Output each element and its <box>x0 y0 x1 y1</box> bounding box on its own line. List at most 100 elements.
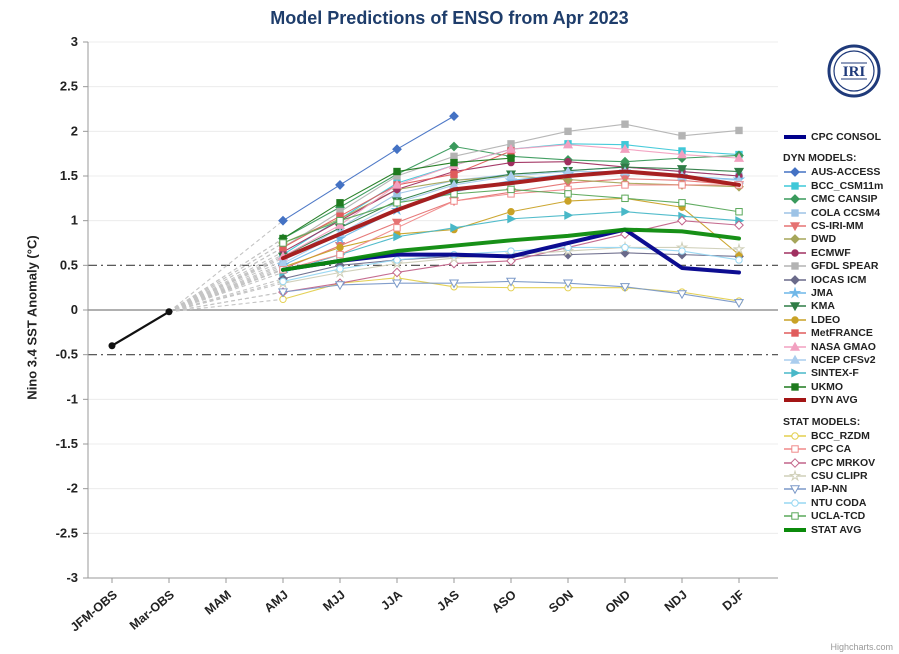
legend-item-sintex-f[interactable]: SINTEX-F <box>783 367 895 380</box>
legend-swatch-ncep-cfsv2 <box>784 354 806 364</box>
highcharts-credit[interactable]: Highcharts.com <box>830 642 893 652</box>
iri-logo-text: IRI <box>843 64 866 80</box>
legend-label: IAP-NN <box>811 483 848 496</box>
fan-line <box>168 242 284 313</box>
legend-item-nasa-gmao[interactable]: NASA GMAO <box>783 340 895 353</box>
legend-item-ucla-tcd[interactable]: UCLA-TCD <box>783 510 895 523</box>
y-tick-label: -0.5 <box>56 347 78 362</box>
legend-label: SINTEX-F <box>811 367 859 380</box>
legend-swatch-ukmo <box>784 383 806 391</box>
legend-swatch-jma <box>784 286 806 299</box>
x-tick-label: ASO <box>489 587 519 615</box>
fan-line <box>168 238 284 313</box>
legend-item-stat-avg[interactable]: STAT AVG <box>783 523 895 536</box>
legend-item-ldeo[interactable]: LDEO <box>783 313 895 326</box>
y-tick-label: -3 <box>66 570 78 585</box>
series-observations <box>108 308 173 350</box>
legend-swatch-cola-ccsm4 <box>784 208 806 217</box>
legend-swatch-gfdl-spear <box>784 262 806 270</box>
legend-label: COLA CCSM4 <box>811 206 881 219</box>
x-tick-label: JAS <box>434 588 462 614</box>
legend-item-ntu-coda[interactable]: NTU CODA <box>783 496 895 509</box>
legend-label: KMA <box>811 300 835 313</box>
series-cpc-mrkov <box>278 215 744 298</box>
legend-label: BCC_RZDM <box>811 429 870 442</box>
legend-item-cpc-mrkov[interactable]: CPC MRKOV <box>783 456 895 469</box>
legend-item-cpc-ca[interactable]: CPC CA <box>783 443 895 456</box>
legend-label: GFDL SPEAR <box>811 260 879 273</box>
legend-item-csu-clipr[interactable]: CSU CLIPR <box>783 469 895 482</box>
legend-item-cmc-cansip[interactable]: CMC CANSIP <box>783 193 895 206</box>
x-tick-label: JJA <box>378 588 405 613</box>
fan-line <box>168 269 284 313</box>
series-iap-nn <box>277 277 745 309</box>
legend-label: JMA <box>811 286 834 299</box>
legend-item-jma[interactable]: JMA <box>783 286 895 299</box>
series-aus-access <box>278 111 459 226</box>
legend-label: STAT AVG <box>811 523 862 536</box>
legend-label: BCC_CSM11m <box>811 179 884 192</box>
legend-label: CPC MRKOV <box>811 456 876 469</box>
legend-item-bcc-csm11m[interactable]: BCC_CSM11m <box>783 179 895 192</box>
legend-swatch-cpc-consol <box>784 134 806 139</box>
y-tick-label: 0 <box>71 302 78 317</box>
legend-item-dwd[interactable]: DWD <box>783 233 895 246</box>
legend-label: UCLA-TCD <box>811 510 866 523</box>
x-tick-label: OND <box>603 588 633 617</box>
series-ucla-tcd <box>279 185 743 247</box>
legend-item-dyn-avg[interactable]: DYN AVG <box>783 393 895 406</box>
legend-item-metfrance[interactable]: MetFRANCE <box>783 326 895 339</box>
legend-label: AUS-ACCESS <box>811 166 881 179</box>
x-tick-label: MAM <box>202 588 234 618</box>
legend-label: CSU CLIPR <box>811 470 868 483</box>
legend-item-kma[interactable]: KMA <box>783 300 895 313</box>
legend-item-bcc-rzdm[interactable]: BCC_RZDM <box>783 429 895 442</box>
y-tick-label: 1 <box>71 213 78 228</box>
legend-swatch-bcc-csm11m <box>784 182 806 190</box>
legend-item-cs-iri-mm[interactable]: CS-IRI-MM <box>783 219 895 232</box>
legend-swatch-ntu-coda <box>784 499 806 507</box>
legend-label: NTU CODA <box>811 496 867 509</box>
legend-swatch-sintex-f <box>784 368 806 378</box>
legend: CPC CONSOL DYN MODELS: AUS-ACCESS BCC_CSM11… <box>783 130 895 536</box>
legend-swatch-bcc-rzdm <box>784 432 806 440</box>
x-tick-label: Mar-OBS <box>127 588 177 633</box>
legend-swatch-ldeo <box>784 316 806 324</box>
legend-swatch-ecmwf <box>784 249 806 257</box>
fan-line <box>168 268 284 313</box>
legend-swatch-stat-avg <box>784 527 806 532</box>
legend-item-iocas-icm[interactable]: IOCAS ICM <box>783 273 895 286</box>
legend-item-iap-nn[interactable]: IAP-NN <box>783 483 895 496</box>
legend-item-gfdl-spear[interactable]: GFDL SPEAR <box>783 260 895 273</box>
legend-swatch-cpc-ca <box>784 445 806 453</box>
legend-label: NCEP CFSv2 <box>811 353 876 366</box>
legend-item-cola-ccsm4[interactable]: COLA CCSM4 <box>783 206 895 219</box>
legend-swatch-csu-clipr <box>784 470 806 482</box>
fan-line <box>168 278 284 313</box>
fan-line <box>168 264 284 313</box>
legend-label: CPC CONSOL <box>811 130 882 143</box>
fan-line <box>168 251 284 313</box>
legend-label: ECMWF <box>811 246 851 259</box>
y-tick-label: -1 <box>66 391 78 406</box>
legend-section-header: STAT MODELS: <box>783 415 861 428</box>
legend-item-aus-access[interactable]: AUS-ACCESS <box>783 166 895 179</box>
legend-item-ncep-cfsv2[interactable]: NCEP CFSv2 <box>783 353 895 366</box>
legend-swatch-nasa-gmao <box>784 341 806 351</box>
iri-logo: IRI <box>827 44 881 103</box>
fan-line <box>168 291 284 313</box>
legend-item-cpc-consol[interactable]: CPC CONSOL <box>783 130 895 143</box>
x-tick-label: SON <box>546 588 576 616</box>
legend-label: DYN AVG <box>811 394 858 407</box>
legend-label: IOCAS ICM <box>811 273 867 286</box>
legend-swatch-metfrance <box>784 329 806 337</box>
legend-swatch-cpc-mrkov <box>784 457 806 468</box>
fan-line <box>168 280 284 313</box>
legend-item-ecmwf[interactable]: ECMWF <box>783 246 895 259</box>
legend-swatch-dwd <box>784 234 806 245</box>
legend-label: UKMO <box>811 380 844 393</box>
y-tick-label: -2 <box>66 481 78 496</box>
y-tick-label: 2 <box>71 123 78 138</box>
legend-item-ukmo[interactable]: UKMO <box>783 380 895 393</box>
